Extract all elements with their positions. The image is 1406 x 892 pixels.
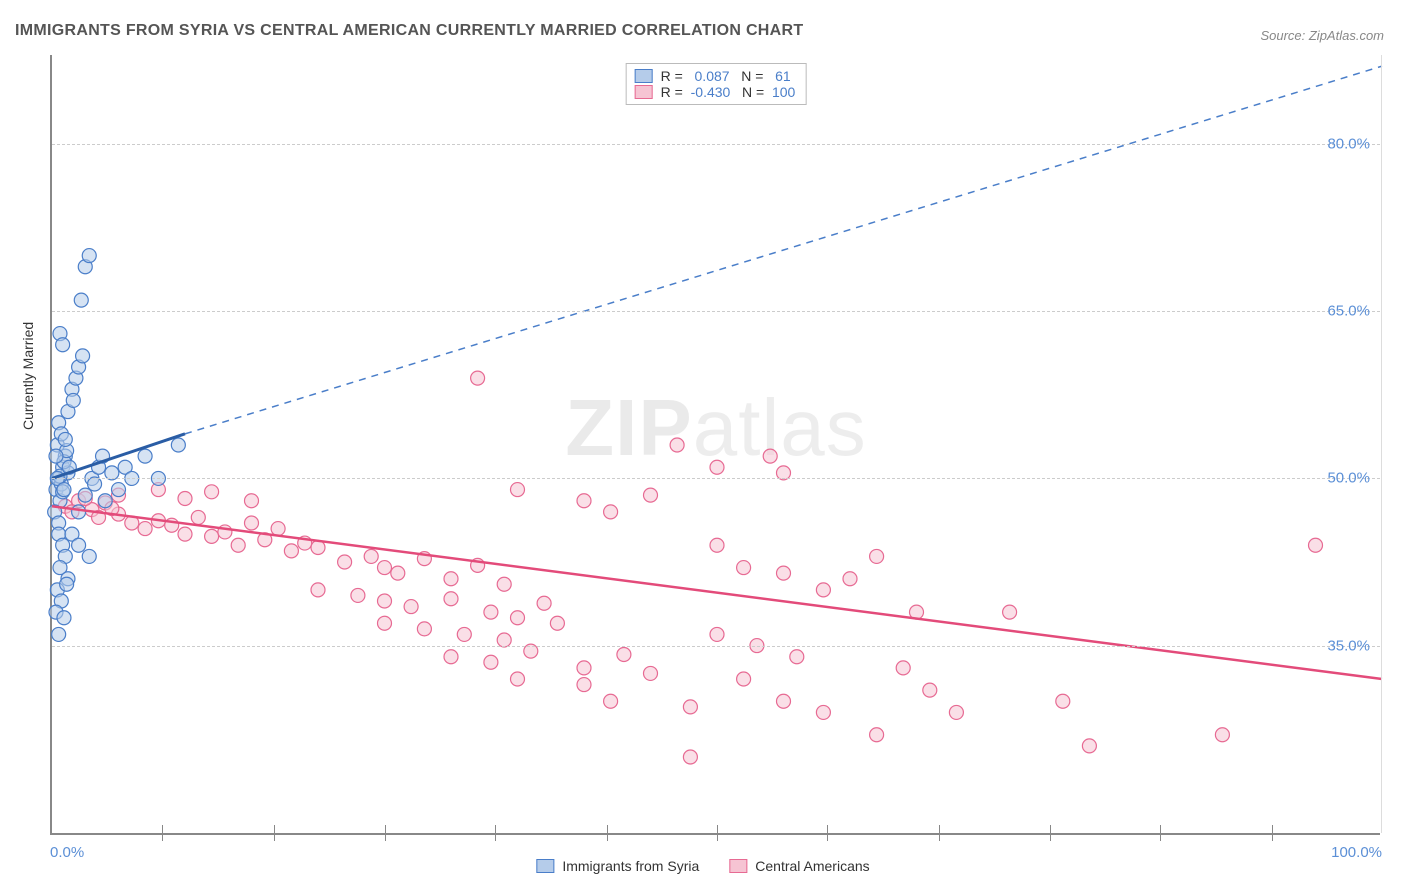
x-tick (1050, 833, 1051, 841)
x-tick-inner (385, 825, 386, 833)
stats-row: R = -0.430 N = 100 (635, 84, 796, 100)
legend-item: Immigrants from Syria (536, 858, 699, 874)
x-tick (717, 833, 718, 841)
stats-text: R = -0.430 N = 100 (661, 84, 796, 100)
x-tick (607, 833, 608, 841)
x-tick (495, 833, 496, 841)
x-axis-max-label: 100.0% (1331, 844, 1382, 861)
x-tick-inner (495, 825, 496, 833)
legend-swatch-icon (536, 859, 554, 873)
x-tick (939, 833, 940, 841)
chart-plot-area: ZIPatlas R = 0.087 N = 61R = -0.430 N = … (50, 55, 1380, 835)
x-tick-inner (607, 825, 608, 833)
x-tick-inner (939, 825, 940, 833)
x-tick-inner (162, 825, 163, 833)
x-tick-inner (274, 825, 275, 833)
x-tick (274, 833, 275, 841)
x-tick (162, 833, 163, 841)
stats-text: R = 0.087 N = 61 (661, 68, 791, 84)
chart-title: IMMIGRANTS FROM SYRIA VS CENTRAL AMERICA… (15, 22, 803, 40)
gridline-h (52, 478, 1380, 479)
y-axis-title: Currently Married (20, 322, 36, 430)
gridline-h (52, 311, 1380, 312)
plot-svg (52, 55, 1380, 833)
x-tick-inner (827, 825, 828, 833)
y-tick-label: 80.0% (1327, 136, 1370, 153)
legend-bottom: Immigrants from Syria Central Americans (536, 858, 869, 874)
gridline-v-right (1381, 55, 1382, 833)
stats-swatch-icon (635, 69, 653, 83)
x-tick-inner (1160, 825, 1161, 833)
y-tick-label: 50.0% (1327, 470, 1370, 487)
legend-label: Central Americans (755, 858, 869, 874)
legend-item: Central Americans (729, 858, 869, 874)
y-tick-label: 35.0% (1327, 637, 1370, 654)
legend-swatch-icon (729, 859, 747, 873)
x-tick (1272, 833, 1273, 841)
x-tick (827, 833, 828, 841)
stats-row: R = 0.087 N = 61 (635, 68, 796, 84)
stats-swatch-icon (635, 85, 653, 99)
x-tick-inner (1050, 825, 1051, 833)
gridline-h (52, 646, 1380, 647)
legend-label: Immigrants from Syria (562, 858, 699, 874)
x-tick (385, 833, 386, 841)
stats-box: R = 0.087 N = 61R = -0.430 N = 100 (626, 63, 807, 105)
y-tick-label: 65.0% (1327, 303, 1370, 320)
gridline-h (52, 144, 1380, 145)
x-tick-inner (1272, 825, 1273, 833)
x-axis-min-label: 0.0% (50, 844, 84, 861)
x-tick (1160, 833, 1161, 841)
x-tick-inner (717, 825, 718, 833)
source-label: Source: ZipAtlas.com (1260, 28, 1384, 43)
